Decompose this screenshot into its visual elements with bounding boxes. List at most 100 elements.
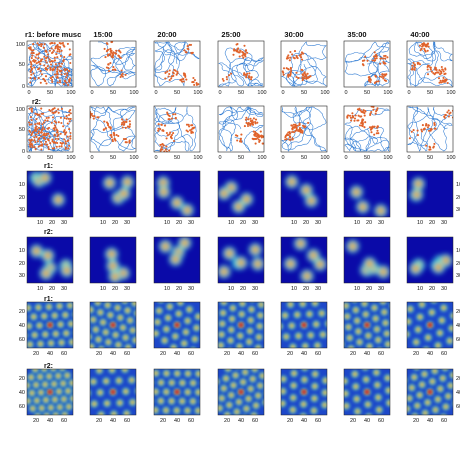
spike-dot [69, 135, 72, 138]
lattice-halo [77, 340, 86, 349]
spike-dot [39, 81, 42, 84]
x-tick-label: 30 [252, 286, 258, 292]
spike-dot [382, 62, 385, 65]
spike-dot [117, 54, 120, 57]
lattice-peak [313, 302, 317, 305]
lattice-halo [450, 312, 453, 320]
animal-path [218, 47, 264, 87]
trajectory-panel: 0 50 100 [406, 40, 456, 96]
spike-dot [157, 127, 160, 130]
spike-dot [65, 114, 68, 117]
spike-dot [31, 146, 34, 149]
spike-dot [386, 56, 389, 59]
panel-frame [343, 40, 391, 88]
ratemap-content [90, 171, 136, 217]
animal-path [281, 41, 327, 87]
lattice-halo [49, 369, 57, 372]
spike-dot [362, 109, 365, 112]
spike-dot [124, 141, 127, 144]
spike-dot [441, 68, 444, 71]
spike-dot [195, 83, 198, 86]
spike-dot [295, 71, 298, 74]
x-tick-label: 0 [27, 90, 30, 96]
lattice-peak [402, 379, 405, 382]
autocorrelogram-panel: 20 40 60 [337, 301, 400, 357]
x-tick-label: 10 [417, 286, 423, 292]
lattice-halo [250, 411, 258, 415]
lattice-mid [202, 362, 206, 366]
spike-dot [375, 80, 378, 83]
field-peak [182, 240, 187, 246]
x-tick-label: 30 [61, 286, 67, 292]
lattice-peak [282, 378, 285, 381]
lattice-mid [396, 381, 402, 387]
lattice-peak [251, 377, 254, 381]
lattice-peak [337, 321, 340, 324]
column-header-20: 20:00 [157, 30, 176, 39]
trajectory-content [154, 41, 200, 87]
column-header-15: 15:00 [93, 30, 112, 39]
lattice-peak [34, 369, 37, 371]
spike-dot [66, 42, 69, 45]
firing-fields [105, 247, 130, 283]
lattice-peak [244, 371, 247, 374]
lattice-peak [105, 402, 109, 405]
lattice-mid [61, 294, 67, 300]
ratemap-panel: 10 20 30 [89, 170, 137, 226]
animal-path [407, 41, 453, 87]
lattice-peak [197, 315, 200, 318]
spike-dot [160, 123, 163, 126]
spike-dot [34, 112, 37, 115]
spike-dot [30, 67, 33, 70]
spike-dot [173, 68, 176, 72]
spike-dot [65, 117, 68, 120]
autocorrelogram-content [278, 302, 327, 348]
spike-dot [433, 123, 436, 127]
spike-dot [157, 129, 160, 132]
spike-dot [53, 134, 56, 137]
lattice-peak [355, 397, 358, 401]
spike-dot [440, 81, 443, 84]
autocorrelogram-panel: 20 40 60 [217, 301, 265, 357]
spike-dot [37, 44, 41, 47]
spike-dot [288, 74, 292, 77]
spike-dot [444, 72, 447, 75]
spike-dot [107, 63, 110, 66]
lattice-peak [281, 390, 284, 393]
spike-dot [371, 125, 374, 128]
spike-dot [62, 83, 66, 86]
lattice-peak [149, 381, 151, 383]
lattice-peak [109, 313, 112, 317]
spike-dot [423, 47, 426, 50]
spike-dot [385, 73, 388, 76]
panel-frame [26, 236, 74, 284]
x-tick-label: 30 [441, 286, 447, 292]
lattice-halo [391, 322, 400, 331]
spike-dot [40, 128, 43, 131]
lattice-mid [20, 314, 26, 320]
lattice-peak [278, 325, 281, 328]
y-tick-label: 20 [19, 261, 25, 267]
spike-dot [446, 81, 449, 85]
lattice-mid [54, 349, 60, 355]
spike-dot [309, 75, 312, 78]
field-peak [112, 274, 118, 279]
field-peak [161, 189, 166, 195]
spike-dot [366, 59, 369, 62]
lattice-mid [351, 359, 357, 365]
autocorrelogram-content [281, 366, 327, 415]
spike-dot [282, 73, 285, 76]
lattice-peak [34, 383, 38, 386]
x-tick-label: 20 [176, 286, 182, 292]
spike-dot [191, 127, 194, 130]
lattice-peak [166, 316, 170, 320]
spike-dot [285, 137, 288, 141]
spike-dot [380, 75, 383, 79]
lattice-peak [125, 412, 128, 415]
lattice-peak [165, 390, 168, 393]
spike-dot [353, 117, 357, 120]
animal-path [154, 41, 200, 87]
spike-dot [357, 114, 360, 117]
lattice-peak [80, 397, 83, 400]
lattice-peak [303, 366, 306, 369]
